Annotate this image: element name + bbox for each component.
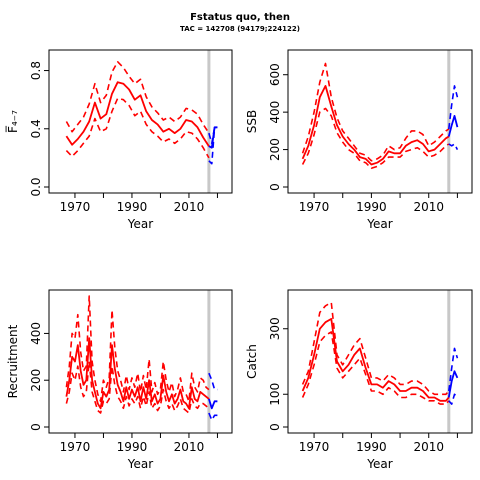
- y-tick-label: 100: [268, 383, 282, 406]
- series-projection-upper: [448, 347, 459, 392]
- x-axis-title: Year: [366, 457, 392, 471]
- series-projection-lower: [208, 412, 218, 421]
- panel-catch: 1970 1990 2010 0 100 300 Year Catch: [245, 289, 473, 471]
- y-tick-label: 300: [268, 317, 282, 340]
- y-axis-title: Catch: [245, 344, 259, 379]
- y-tick-label: 0.0: [29, 177, 43, 196]
- series-group: [65, 60, 218, 165]
- series-estimate: [65, 337, 210, 410]
- series-projection: [447, 115, 459, 137]
- y-tick-label: 200: [268, 138, 282, 161]
- plot-frame: [287, 49, 473, 194]
- series-projection: [208, 398, 218, 410]
- x-tick-label: 2010: [174, 200, 205, 214]
- series-group: [301, 62, 459, 170]
- series-upper: [301, 62, 450, 162]
- panel-fbar: 1970 1990 2010 0.0 0.4 0.8 Year F̅₄₋₇: [5, 49, 233, 231]
- series-projection-lower: [448, 143, 459, 150]
- y-tick-label: 0.4: [29, 119, 43, 138]
- y-tick-label: 600: [268, 63, 282, 86]
- y-tick-label: 400: [29, 322, 43, 345]
- series-lower: [301, 331, 450, 405]
- x-tick-label: 1990: [117, 440, 148, 454]
- y-tick-label: 0: [268, 183, 282, 191]
- series-lower: [301, 107, 450, 170]
- x-tick-label: 2010: [413, 200, 444, 214]
- y-tick-label: 0: [29, 423, 43, 431]
- x-tick-label: 1970: [60, 200, 91, 214]
- figure-title: Fstatus quo, then: [190, 12, 290, 23]
- series-upper: [65, 60, 210, 134]
- series-lower: [65, 97, 210, 159]
- series-projection-upper: [448, 85, 459, 130]
- y-tick-label: 200: [29, 369, 43, 392]
- series-estimate: [301, 85, 450, 166]
- x-tick-label: 1990: [117, 200, 148, 214]
- y-axis-title: F̅₄₋₇: [5, 110, 20, 133]
- x-axis-title: Year: [366, 217, 392, 231]
- series-projection-lower: [448, 393, 458, 405]
- y-tick-label: 0: [268, 423, 282, 431]
- x-tick-label: 1990: [356, 440, 387, 454]
- y-tick-label: 0.8: [29, 61, 43, 80]
- x-tick-label: 1970: [299, 200, 330, 214]
- x-axis-title: Year: [127, 217, 153, 231]
- x-axis-title: Year: [127, 457, 153, 471]
- series-projection-upper: [208, 372, 218, 391]
- plot-frame: [287, 289, 473, 434]
- figure-subtitle: TAC = 142708 (94179;224122): [180, 25, 300, 33]
- x-tick-label: 1990: [356, 200, 387, 214]
- x-tick-label: 1970: [299, 440, 330, 454]
- plot-frame: [48, 289, 233, 434]
- plot-frame: [48, 49, 233, 194]
- series-upper: [301, 301, 450, 396]
- panel-recruitment: 1970 1990 2010 0 200 400 Year Recruitment: [6, 289, 233, 471]
- panels: 1970 1990 2010 0.0 0.4 0.8 Year F̅₄₋₇ 1970 1990 20…: [5, 49, 473, 471]
- series-group: [301, 301, 459, 405]
- panel-ssb: 1970 1990 2010 0 200 400 600 Year SSB: [245, 49, 473, 231]
- y-axis-title: SSB: [245, 110, 259, 133]
- series-group: [65, 295, 218, 421]
- series-estimate: [65, 81, 210, 147]
- series-lower: [65, 360, 210, 414]
- x-tick-label: 2010: [413, 440, 444, 454]
- y-tick-label: 400: [268, 101, 282, 124]
- y-axis-title: Recruitment: [6, 324, 20, 398]
- x-tick-label: 2010: [174, 440, 205, 454]
- x-tick-label: 1970: [60, 440, 91, 454]
- series-estimate: [301, 317, 450, 402]
- series-projection-upper: [208, 126, 218, 145]
- series-projection: [447, 370, 459, 398]
- series-upper: [65, 295, 210, 403]
- series-projection-lower: [208, 126, 218, 165]
